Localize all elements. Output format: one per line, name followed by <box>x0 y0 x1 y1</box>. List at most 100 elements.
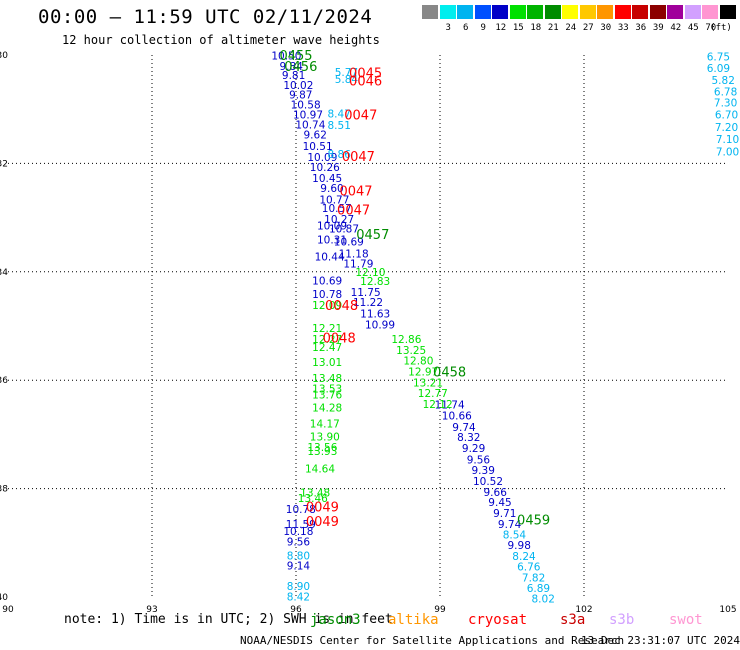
wave-height-label: 8.80 <box>287 550 310 562</box>
legend-label: 30 <box>600 23 612 33</box>
legend-swatch <box>457 5 473 19</box>
wave-height-label: 9.98 <box>508 540 531 552</box>
legend-swatch <box>562 5 578 19</box>
legend-swatch <box>492 5 508 19</box>
wave-height-label: 6.70 <box>715 110 738 122</box>
wave-height-label: 13.46 <box>298 493 328 505</box>
wave-height-label: 5.82 <box>712 75 735 87</box>
pass-time-label: 0459 <box>517 513 550 528</box>
wave-height-label: 9.56 <box>467 454 491 466</box>
wave-height-label: 9.14 <box>287 561 311 573</box>
legend-label: 33 <box>617 23 629 33</box>
wave-height-label: 12.10 <box>355 267 385 279</box>
legend-label: 21 <box>547 23 559 33</box>
wave-height-label: 10.57 <box>322 203 352 215</box>
wave-height-label: 10.26 <box>310 162 340 174</box>
wave-height-label: 11.74 <box>435 400 465 412</box>
chart-title: 00:00 – 11:59 UTC 02/11/2024 <box>38 6 373 28</box>
wave-height-label: 13.01 <box>312 357 342 369</box>
wave-height-label: 13.48 <box>312 373 342 385</box>
x-tick-label: 102 <box>575 605 592 615</box>
wave-height-label: 10.69 <box>334 236 364 248</box>
wave-height-label: 13.93 <box>307 446 337 458</box>
note-text: note: 1) Time is in UTC; 2) SWH is in fe… <box>64 612 393 627</box>
legend-swatch <box>544 5 561 19</box>
wave-height-label: 11.79 <box>343 259 373 271</box>
wave-height-label: 10.45 <box>312 173 342 185</box>
pass-time-label: 0048 <box>323 331 356 346</box>
pass-time-label: 0456 <box>284 60 317 75</box>
wave-height-label: 12.21 <box>312 323 342 335</box>
legend-swatch <box>527 5 543 19</box>
wave-height-label: 7.30 <box>714 98 737 110</box>
wave-height-label: 8.90 <box>287 581 310 593</box>
wave-height-label: 10.58 <box>291 99 321 111</box>
wave-height-label: 10.02 <box>283 80 313 92</box>
wave-height-label: 12.83 <box>360 276 390 288</box>
pass-time-label: 0047 <box>339 185 372 200</box>
wave-height-label: 9.45 <box>488 497 511 509</box>
wave-height-label: 7.20 <box>715 122 738 134</box>
x-tick-label: 93 <box>146 605 157 615</box>
y-tick-label: -34 <box>0 268 8 278</box>
wave-height-label: 9.74 <box>452 422 476 434</box>
wave-height-label: 10.27 <box>324 214 354 226</box>
pass-time-label: 0047 <box>344 109 377 124</box>
wave-height-label: 10.87 <box>329 223 359 235</box>
wave-height-label: 12.77 <box>418 388 448 400</box>
wave-height-label: 8.42 <box>287 591 310 603</box>
wave-height-label: 9.71 <box>493 508 516 520</box>
wave-height-label: 5.84 <box>335 74 359 86</box>
wave-height-label: 12.80 <box>403 356 433 368</box>
satellite-altika: altika <box>388 612 439 628</box>
wave-height-label: 14.64 <box>305 464 335 476</box>
legend-label: 24 <box>565 23 577 33</box>
wave-height-label: 9.66 <box>484 487 508 499</box>
wave-height-label: 13.21 <box>413 377 443 389</box>
legend-label: 12 <box>495 23 507 33</box>
legend-label: 45 <box>687 23 699 33</box>
y-tick-label: -36 <box>0 376 8 386</box>
y-tick-label: -40 <box>0 593 8 603</box>
wave-height-label: 9.87 <box>289 90 312 102</box>
legend-swatch <box>614 5 631 19</box>
wave-height-label: 10.78 <box>286 504 316 516</box>
legend-swatch <box>597 5 613 19</box>
wave-height-label: 12.12 <box>423 399 453 411</box>
wave-height-label: 10.74 <box>295 119 325 131</box>
pass-time-label: 0045 <box>349 66 382 81</box>
wave-height-label: 14.17 <box>310 419 340 431</box>
wave-height-label: 10.99 <box>365 319 395 331</box>
pass-time-label: 0458 <box>433 366 466 381</box>
wave-height-label: 10.77 <box>319 195 349 207</box>
wave-height-label: 11.22 <box>353 297 383 309</box>
legend-swatch <box>719 5 736 19</box>
wave-height-label: 10.69 <box>312 275 342 287</box>
wave-height-label: 11.63 <box>360 309 390 321</box>
wave-height-label: 10.09 <box>317 221 347 233</box>
legend-label: 15 <box>512 23 524 33</box>
wave-height-label: 9.29 <box>462 443 485 455</box>
wave-height-label: 7.00 <box>716 146 739 158</box>
wave-height-label: 10.97 <box>293 110 323 122</box>
y-tick-label: -32 <box>0 159 8 169</box>
legend-swatch <box>649 5 666 19</box>
wave-height-label: 8.86 <box>328 149 352 161</box>
wave-height-label: 11.75 <box>351 287 381 299</box>
legend-unit: (ft) <box>710 23 732 33</box>
legend-label: 27 <box>582 23 594 33</box>
x-tick-label: 96 <box>290 605 302 615</box>
wave-height-label: 13.25 <box>396 345 426 357</box>
legend-label: 42 <box>670 23 682 33</box>
wave-height-label: 9.62 <box>304 130 327 142</box>
pass-time-label: 0455 <box>279 49 312 64</box>
legend-label: 18 <box>530 23 542 33</box>
pass-time-label: 0457 <box>356 228 389 243</box>
wave-height-label: 8.02 <box>532 594 555 606</box>
legend-swatch <box>667 5 683 19</box>
wave-height-label: 10.51 <box>303 141 333 153</box>
pass-time-label: 0046 <box>349 74 382 89</box>
x-tick-label: 90 <box>2 605 14 615</box>
legend-swatch <box>684 5 701 19</box>
